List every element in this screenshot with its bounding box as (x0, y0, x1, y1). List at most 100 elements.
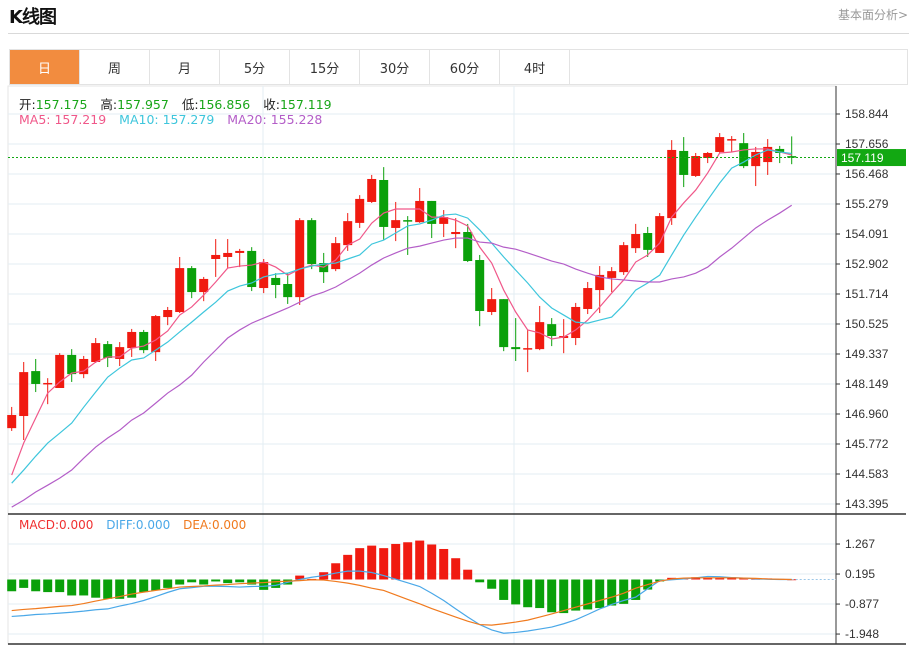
macd-tick-label: 0.195 (845, 567, 875, 581)
macd-tick-label: 1.267 (845, 537, 875, 551)
macd-legend-dea: DEA:0.000 (183, 518, 247, 532)
macd-bar (523, 579, 533, 608)
macd-bar (199, 579, 209, 585)
candle-up (55, 354, 65, 389)
tab-60min[interactable]: 60分 (430, 50, 500, 84)
tab-30min[interactable]: 30分 (360, 50, 430, 84)
current-price-label: 157.119 (841, 151, 884, 165)
candle-down (427, 200, 437, 224)
close-value: 157.119 (279, 97, 332, 112)
macd-tick-label: -0.877 (845, 597, 879, 611)
y-tick-label: 151.714 (845, 287, 889, 301)
candle-up (715, 137, 725, 152)
candle-up (583, 288, 593, 309)
macd-bar (115, 579, 125, 599)
macd-bar (247, 579, 257, 585)
macd-bar (355, 548, 365, 580)
candle-down (463, 231, 473, 262)
macd-bar (607, 579, 617, 606)
macd-bar (367, 545, 377, 580)
candle-down (271, 277, 281, 286)
ma-legend: MA5: 157.219 MA10: 157.279 MA20: 155.228 (19, 112, 322, 127)
tab-week[interactable]: 周 (80, 50, 150, 84)
candle-up (595, 274, 605, 291)
macd-bar (619, 579, 629, 604)
candle-down (775, 148, 785, 153)
macd-bar (43, 579, 53, 593)
high-value: 157.957 (117, 97, 169, 112)
tab-15min[interactable]: 15分 (290, 50, 360, 84)
candle-up (235, 250, 245, 253)
macd-bar (379, 548, 389, 580)
candle-down (67, 354, 77, 375)
y-tick-label: 158.844 (845, 107, 889, 121)
macd-bar (439, 548, 449, 580)
page-title: K线图 (9, 7, 57, 28)
macd-bar (499, 579, 509, 600)
macd-bar (211, 579, 221, 582)
candle-up (487, 299, 497, 313)
tab-4hour[interactable]: 4时 (500, 50, 570, 84)
candle-up (343, 221, 353, 246)
y-tick-label: 144.583 (845, 467, 889, 481)
candle-up (415, 200, 425, 223)
candle-down (247, 250, 257, 288)
macd-bar (79, 579, 89, 596)
candle-down (379, 179, 389, 227)
y-tick-label: 150.525 (845, 317, 889, 331)
candle-up (655, 216, 665, 253)
macd-bar (139, 579, 149, 593)
macd-bar (67, 579, 77, 596)
macd-bar (631, 579, 641, 600)
macd-bar (415, 540, 425, 580)
candle-up (631, 234, 641, 249)
macd-bar (223, 579, 233, 584)
candle-up (175, 268, 185, 313)
macd-bar (343, 554, 353, 580)
macd-bar (595, 579, 605, 609)
macd-bar (331, 563, 341, 580)
candle-down (283, 283, 293, 298)
candle-up (439, 217, 449, 224)
macd-bar (91, 579, 101, 598)
macd-bar (403, 542, 413, 580)
candle-up (7, 415, 17, 429)
tab-5min[interactable]: 5分 (220, 50, 290, 84)
dea-line (11, 577, 792, 626)
candle-up (91, 343, 101, 363)
macd-bar (391, 543, 401, 580)
macd-bar (187, 579, 197, 583)
macd-bar (547, 579, 557, 613)
close-label: 收: (263, 97, 280, 112)
macd-bar (19, 579, 29, 588)
ohlc-readout: 开:157.175 高:157.957 低:156.856 收:157.119 (19, 94, 332, 113)
candle-up (223, 252, 233, 257)
tab-month[interactable]: 月 (150, 50, 220, 84)
ma10-line (11, 149, 792, 484)
macd-bar (451, 558, 461, 580)
macd-legend: MACD:0.000 DIFF:0.000 DEA:0.000 (19, 518, 246, 532)
candle-up (295, 220, 305, 298)
candle-up (127, 331, 137, 349)
candle-up (763, 146, 773, 163)
macd-bar (511, 579, 521, 605)
macd-bar (583, 579, 593, 610)
candle-up (115, 347, 125, 359)
y-tick-label: 157.656 (845, 137, 889, 151)
candle-up (43, 382, 53, 385)
candle-down (643, 233, 653, 250)
macd-bar (739, 578, 749, 580)
macd-tick-label: -1.948 (845, 627, 879, 641)
y-tick-label: 156.468 (845, 167, 889, 181)
tab-day[interactable]: 日 (10, 50, 80, 84)
candle-up (691, 156, 701, 176)
candle-up (535, 322, 545, 350)
fundamental-analysis-link[interactable]: 基本面分析> (837, 8, 908, 22)
period-tabs: 日 周 月 5分 15分 30分 60分 4时 (9, 49, 908, 85)
candle-down (511, 347, 521, 350)
y-tick-label: 146.960 (845, 407, 889, 421)
macd-bar (31, 579, 41, 592)
candle-down (403, 220, 413, 222)
macd-bar (271, 579, 281, 588)
